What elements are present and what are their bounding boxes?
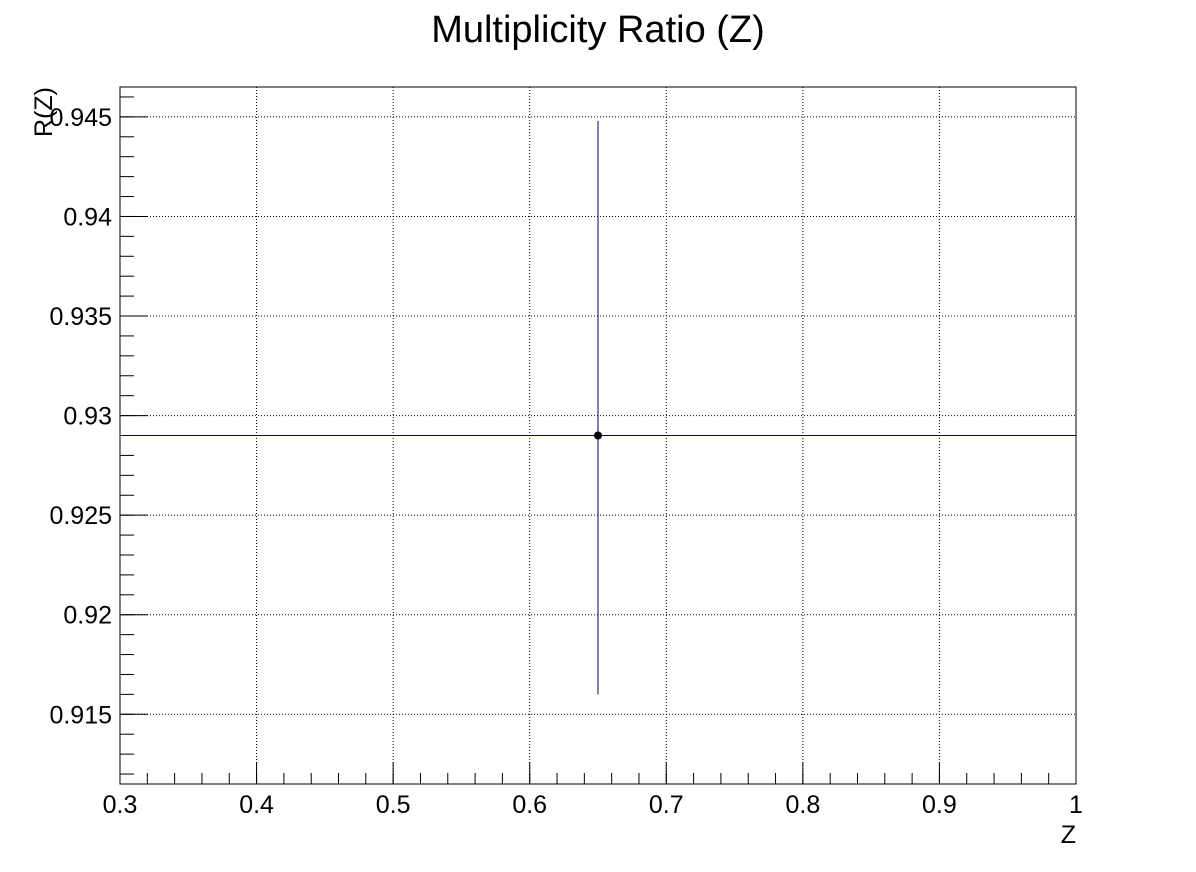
x-tick-label: 0.9 [922, 791, 957, 819]
chart-title: Multiplicity Ratio (Z) [431, 9, 765, 51]
x-tick-label: 0.3 [103, 791, 138, 819]
y-tick-label: 0.935 [49, 303, 112, 331]
axis-ticks [119, 96, 1077, 784]
y-tick-label: 0.94 [63, 203, 112, 231]
x-tick-label: 0.4 [239, 791, 274, 819]
y-tick-label: 0.93 [63, 403, 112, 431]
data-point [594, 431, 602, 440]
y-tick-label: 0.945 [49, 104, 112, 132]
x-axis-title: Z [1061, 821, 1076, 849]
y-tick-label: 0.915 [49, 701, 112, 729]
y-tick-label: 0.925 [49, 502, 112, 530]
y-tick-label: 0.92 [63, 602, 112, 630]
x-tick-label: 0.7 [649, 791, 684, 819]
y-axis-title: R(Z) [30, 87, 58, 137]
x-tick-label: 0.6 [512, 791, 547, 819]
x-tick-label: 0.5 [376, 791, 411, 819]
x-tick-label: 1 [1069, 791, 1083, 819]
x-tick-label: 0.8 [785, 791, 820, 819]
tick-labels: 0.3 0.4 0.5 0.6 0.7 0.8 0.9 1 0.915 0.92 0.925 0.93… [49, 104, 1083, 819]
data-layer [120, 120, 1076, 695]
